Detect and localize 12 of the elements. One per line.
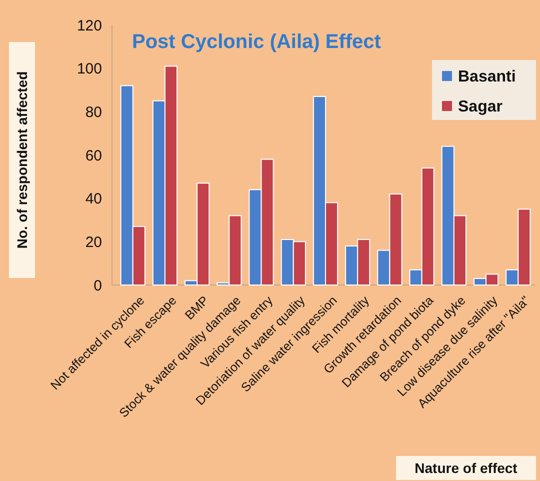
y-axis-title: No. of respondent affected — [14, 71, 30, 249]
y-tick-label: 80 — [85, 104, 102, 121]
y-tick-label: 0 — [94, 277, 102, 294]
y-tick-label: 60 — [85, 147, 102, 164]
legend-label: Sagar — [458, 98, 502, 116]
y-tick-label: 40 — [85, 190, 102, 208]
legend-label: Basanti — [458, 68, 516, 86]
x-axis-title: Nature of effect — [414, 460, 518, 476]
y-tick-label: 100 — [76, 60, 102, 78]
y-tick-label: 120 — [76, 17, 102, 34]
y-tick-label: 20 — [85, 234, 102, 251]
chart-title: Post Cyclonic (Aila) Effect — [132, 31, 382, 53]
